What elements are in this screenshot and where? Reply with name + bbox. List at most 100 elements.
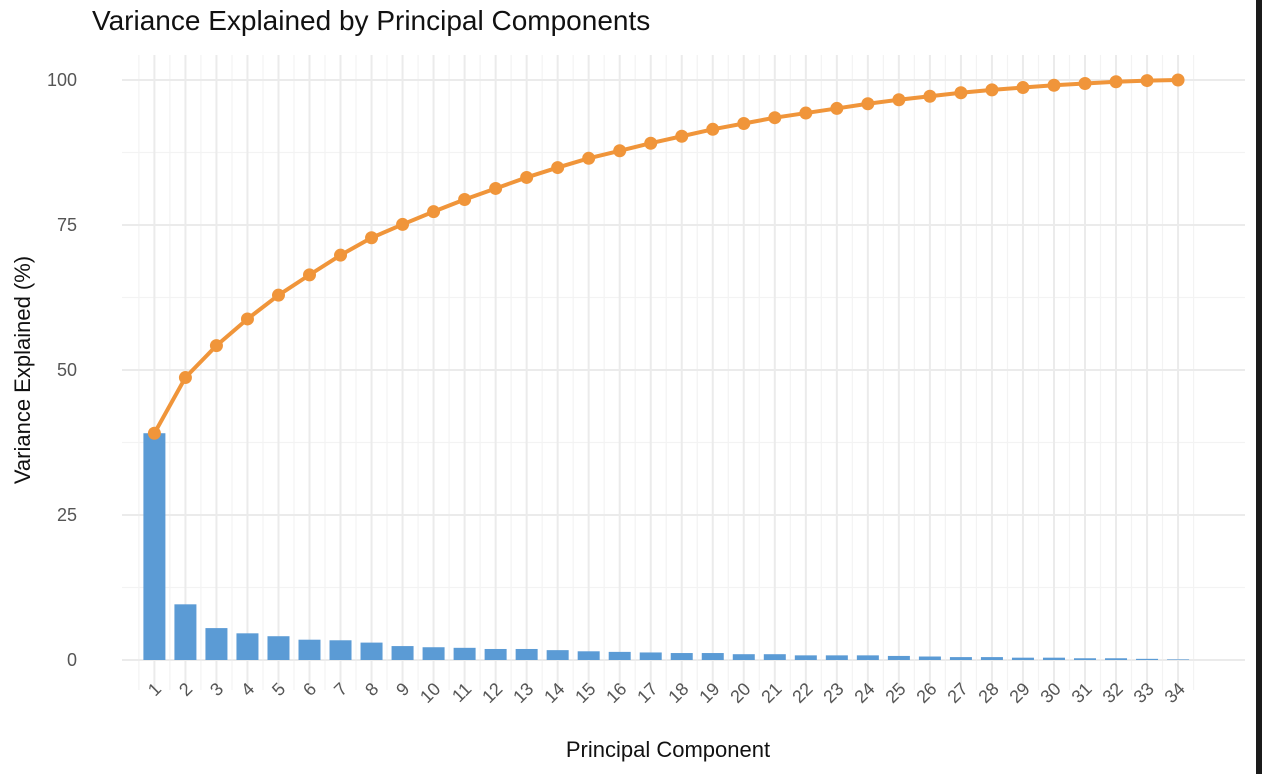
bar-pc-31 xyxy=(1074,658,1096,660)
cumulative-point-6 xyxy=(303,268,316,282)
cumulative-point-26 xyxy=(923,89,937,103)
cumulative-point-17 xyxy=(644,136,658,150)
bar-pc-32 xyxy=(1105,658,1128,660)
bar-pc-6 xyxy=(298,639,321,660)
x-tick-label: 32 xyxy=(1099,679,1127,707)
cumulative-point-5 xyxy=(271,288,285,302)
x-tick-label: 30 xyxy=(1037,679,1065,707)
point-layer xyxy=(147,73,1185,440)
y-tick-label: 25 xyxy=(57,505,77,525)
cumulative-point-8 xyxy=(365,231,379,245)
y-axis-ticks: 0 25 50 75 100 xyxy=(47,70,77,670)
line-layer xyxy=(152,78,1181,436)
x-tick-label: 20 xyxy=(726,679,754,707)
cumulative-point-15 xyxy=(582,151,596,165)
bar-pc-10 xyxy=(422,647,445,660)
bar-pc-20 xyxy=(732,654,755,660)
x-tick-label: 28 xyxy=(974,679,1002,707)
bar-pc-26 xyxy=(918,656,941,660)
cumulative-point-22 xyxy=(799,106,813,120)
cumulative-point-21 xyxy=(768,111,782,125)
cumulative-line xyxy=(152,78,1181,436)
x-tick-label: 16 xyxy=(602,679,630,707)
cumulative-point-7 xyxy=(334,248,348,262)
bar-pc-30 xyxy=(1042,657,1065,660)
cumulative-point-28 xyxy=(985,83,999,97)
bar-pc-11 xyxy=(453,647,476,660)
x-tick-label: 11 xyxy=(448,679,475,706)
x-tick-label: 14 xyxy=(540,679,568,707)
x-tick-label: 13 xyxy=(509,679,537,707)
y-axis-label: Variance Explained (%) xyxy=(10,256,35,484)
bar-pc-24 xyxy=(856,655,879,660)
cumulative-point-3 xyxy=(209,339,223,353)
cumulative-point-34 xyxy=(1171,73,1185,87)
cumulative-point-10 xyxy=(427,205,441,219)
x-tick-label: 22 xyxy=(788,679,816,707)
cumulative-point-29 xyxy=(1016,81,1030,95)
y-tick-label: 50 xyxy=(57,360,77,380)
x-tick-label: 19 xyxy=(695,679,723,707)
x-tick-label: 10 xyxy=(416,679,444,707)
cumulative-point-11 xyxy=(458,192,472,206)
bar-pc-13 xyxy=(515,648,538,660)
cumulative-point-18 xyxy=(675,129,689,143)
y-tick-label: 100 xyxy=(47,70,77,90)
x-tick-label: 12 xyxy=(478,679,506,707)
bar-pc-17 xyxy=(639,652,662,660)
bar-pc-34 xyxy=(1167,659,1190,660)
bar-pc-29 xyxy=(1011,657,1034,660)
cumulative-point-32 xyxy=(1109,75,1123,89)
x-tick-label: 29 xyxy=(1005,679,1033,707)
cumulative-point-2 xyxy=(178,371,192,385)
x-tick-label: 27 xyxy=(943,679,971,707)
x-tick-label: 15 xyxy=(571,679,599,707)
bar-pc-25 xyxy=(887,655,910,660)
bar-pc-16 xyxy=(608,651,631,660)
x-axis-label: Principal Component xyxy=(566,737,770,762)
bar-pc-12 xyxy=(484,648,507,660)
x-tick-label: 34 xyxy=(1161,679,1189,707)
bar-pc-2 xyxy=(174,604,197,660)
bar-pc-22 xyxy=(794,655,817,660)
cumulative-point-13 xyxy=(520,170,534,184)
cumulative-point-16 xyxy=(613,144,627,158)
bar-pc-4 xyxy=(236,633,259,660)
bar-pc-7 xyxy=(329,640,352,660)
bar-pc-23 xyxy=(825,655,848,660)
x-tick-label: 25 xyxy=(881,679,909,707)
bar-pc-9 xyxy=(391,646,414,660)
bar-pc-14 xyxy=(546,650,569,660)
x-tick-label: 21 xyxy=(757,679,785,707)
cumulative-point-23 xyxy=(830,101,844,115)
grid-layer xyxy=(122,55,1245,690)
bar-pc-18 xyxy=(670,653,693,660)
x-tick-label: 33 xyxy=(1130,679,1158,707)
y-tick-label: 0 xyxy=(67,650,77,670)
x-tick-label: 26 xyxy=(912,679,940,707)
cumulative-point-25 xyxy=(892,93,906,107)
bar-pc-21 xyxy=(763,654,786,660)
bar-pc-27 xyxy=(949,657,972,660)
x-tick-label: 31 xyxy=(1068,679,1096,707)
cumulative-point-12 xyxy=(489,181,503,195)
cumulative-point-24 xyxy=(861,97,875,111)
window-edge xyxy=(1256,0,1262,774)
cumulative-point-33 xyxy=(1140,74,1154,88)
bar-pc-15 xyxy=(577,651,600,660)
x-tick-label: 18 xyxy=(664,679,692,707)
bar-pc-28 xyxy=(980,657,1003,660)
y-tick-label: 75 xyxy=(57,215,77,235)
x-tick-label: 17 xyxy=(633,679,661,707)
cumulative-point-1 xyxy=(147,426,161,440)
cumulative-point-14 xyxy=(551,161,565,175)
bar-pc-5 xyxy=(267,636,290,660)
cumulative-point-20 xyxy=(737,117,751,130)
bar-pc-33 xyxy=(1136,658,1159,660)
cumulative-point-27 xyxy=(954,86,968,100)
cumulative-point-9 xyxy=(396,217,410,231)
cumulative-point-31 xyxy=(1078,76,1092,90)
cumulative-point-4 xyxy=(240,312,254,326)
